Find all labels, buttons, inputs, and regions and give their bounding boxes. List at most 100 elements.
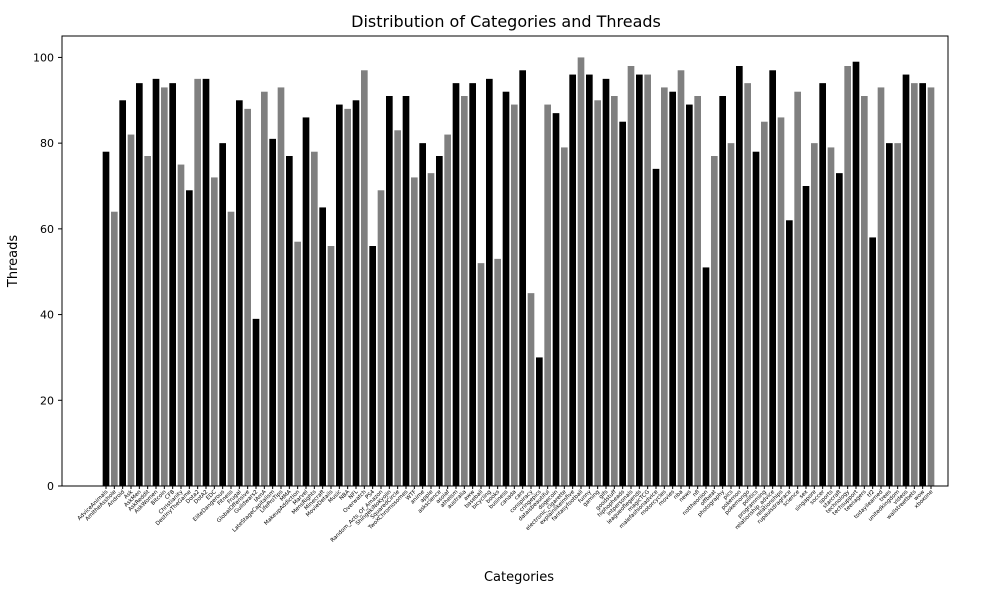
bar-marvel [302,117,310,487]
y-axis-title: Threads [6,235,21,288]
y-tick-label: 100 [33,51,54,64]
bar-bicycling [486,78,493,487]
y-tick-label: 20 [40,394,54,407]
bar-nba [344,108,351,487]
bar-destinythegame [186,190,193,487]
bar-australia [461,96,468,486]
bar-explainlikeimfive [569,74,576,486]
bar-minecraft [319,207,326,486]
bar-intpersonals [627,66,635,486]
bar-elitedangerous [219,143,226,486]
x-axis: AdviceAnimalsAmItheAssholeAndroidAskAskM… [77,486,935,544]
bar-squaredcircle [394,130,401,487]
x-tick-label: PS4 [365,489,377,501]
bar-tf2 [869,237,876,486]
bar-singapore [811,143,818,486]
bar-latestagecapitalism [269,138,276,487]
bar-cringepics [536,357,543,486]
bar-conspiracy [527,293,535,486]
bar-relationship-advice [769,70,776,486]
bar-moviedetails [327,246,335,486]
bar-unitedkingdom [894,143,901,486]
bar-cfb [169,83,176,486]
bar-movies [669,91,676,487]
bar-askreddit [144,156,151,486]
x-tick-label: nfl [692,489,701,498]
bar-atheism [452,83,460,486]
bar-nfl [352,100,360,486]
bar-pokemon [736,66,743,486]
bar-guildwars2 [252,318,260,486]
bar-offbeat [711,156,718,486]
bar-cars [519,70,526,486]
bar-goodstuff [611,96,618,486]
bars-group [102,57,935,487]
bar-bitcoin [161,87,168,487]
x-tick-label: Ask [123,489,135,501]
bar-makeupaddiction [294,241,301,486]
bar-rupaulsdragrace [786,220,793,487]
bar-askscience [436,156,443,486]
bar-canada [511,104,518,486]
x-axis-title: Categories [484,570,554,585]
bar-electronic-cigarette [561,147,568,486]
plot-frame [61,35,949,487]
bar-magictcg [644,74,651,486]
bar-trees [886,143,893,486]
bar-mma [286,156,293,486]
x-tick-label: nba [673,489,685,501]
bar-amitheasshole [111,211,118,486]
bar-edc [211,177,218,486]
bar-mensrights [311,151,318,486]
bar-wtf [411,177,418,486]
bar-soccer [819,83,826,486]
bar-relationships [777,117,785,487]
bar-pokemongo [744,83,751,486]
x-tick-label: tf2 [866,489,876,499]
bar-frugal [236,100,243,486]
bar-dataisbeautiful [544,104,551,486]
bar-apple [427,173,435,486]
bar-ask [127,134,135,486]
y-axis: 0 20 40 60 80 100 [33,51,62,493]
bar-globaloffensive [244,108,251,487]
bar-sports [827,147,835,486]
y-tick-label: 0 [47,480,54,493]
bar-gaming [594,100,601,486]
bar-news [686,104,693,486]
bar-xboxone [927,87,935,487]
bar-leagueoflegends [636,74,643,486]
bar-fitness [227,211,235,486]
bar-motorcycles [661,87,668,487]
bar-programming [761,121,768,487]
bar-technology [844,66,851,486]
bar-android [119,100,126,486]
bar-overwatch [361,70,368,486]
bar-photography [719,96,726,486]
bar-askmen [136,83,143,486]
bar-sex [802,186,810,486]
bar-fantasyfootball [577,57,585,487]
bar-politics [752,151,760,486]
bar-business [502,91,510,487]
y-tick-label: 40 [40,309,54,322]
bar-ps4 [369,246,376,486]
bar-todayilearned [877,87,885,487]
bar-asoiaf [444,134,451,486]
bar-books [494,258,501,486]
y-tick-label: 80 [40,137,54,150]
bar-dota2 [194,78,201,487]
bar-dota2 [202,78,210,487]
bar-funny [586,74,593,486]
bar-nba [677,70,685,486]
bar-wow [919,83,926,486]
bar-random-acts-of-amazon [377,190,385,487]
bar-wallstreetbets [911,83,918,486]
bar-iama [261,91,268,487]
bar-videos [902,74,910,486]
bar-gifs [602,78,610,487]
bar-techsupport [852,61,860,487]
bar-science [794,91,801,487]
